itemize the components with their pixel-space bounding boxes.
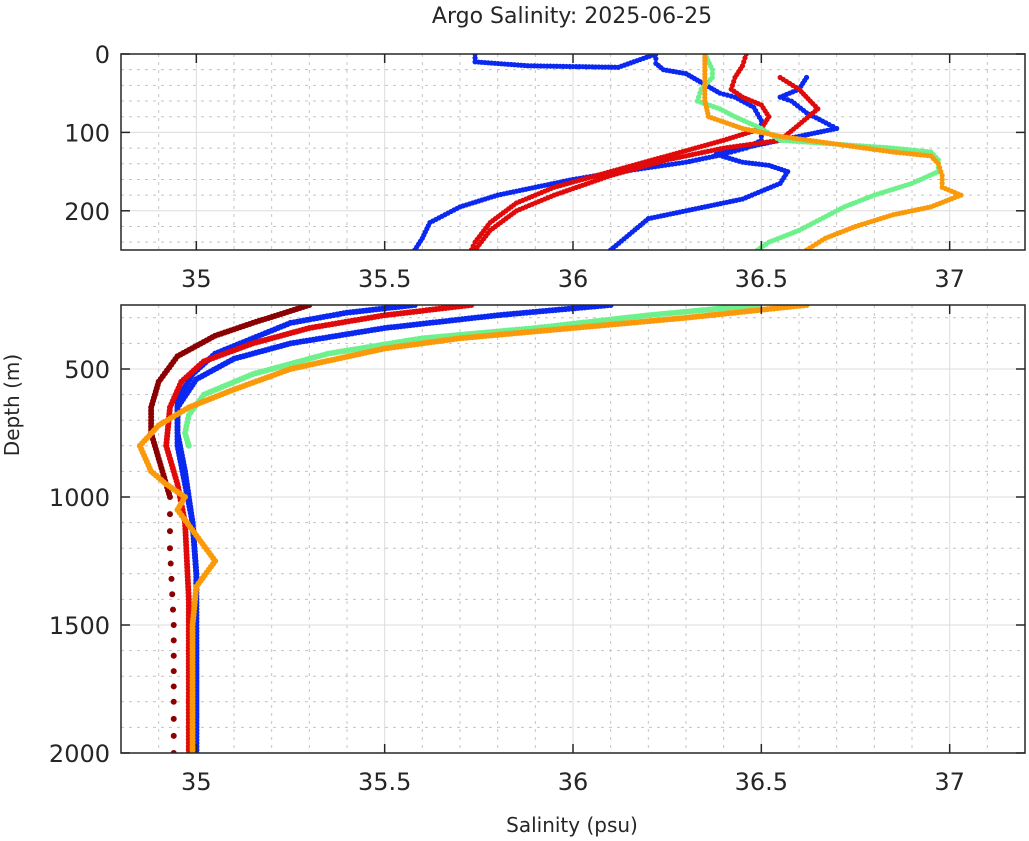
y-tick-label: 500: [64, 356, 110, 384]
data-point: [166, 511, 173, 518]
top-data-points: [412, 54, 964, 250]
data-point: [729, 82, 736, 88]
data-point: [731, 78, 737, 85]
bottom-ticks: 35 35.5 36 36.5 37 500 1000 1500 2000: [49, 305, 1025, 796]
y-tick-label: 0: [95, 41, 110, 69]
x-tick-label: 35: [181, 768, 212, 796]
series-profile-orange: [136, 305, 810, 753]
data-point: [166, 545, 173, 552]
series-profile-orange: [702, 54, 964, 250]
data-point: [170, 715, 177, 722]
data-point: [170, 698, 177, 705]
data-point: [697, 90, 703, 96]
data-point: [472, 239, 478, 245]
data-point: [166, 494, 173, 500]
data-point: [166, 528, 173, 535]
data-point: [167, 560, 174, 567]
data-layer: [136, 305, 810, 753]
data-point: [937, 165, 943, 171]
bottom-data-points: [136, 305, 810, 753]
series-profile-red-b: [472, 74, 821, 250]
x-tick-label: 37: [934, 768, 965, 796]
data-point: [742, 55, 748, 61]
bottom-grid: [120, 305, 1026, 754]
top-panel: 35 35.5 36 36.5 37 0 100 200: [64, 41, 1026, 293]
data-point: [170, 732, 177, 739]
series-profile-blue-b: [174, 305, 614, 753]
y-tick-label: 1000: [49, 484, 110, 512]
data-point: [939, 172, 945, 179]
data-point: [695, 94, 702, 100]
data-point: [939, 180, 945, 186]
data-point: [758, 133, 764, 139]
x-tick-label: 35.5: [358, 265, 411, 293]
data-point: [935, 161, 941, 167]
data-point: [168, 575, 175, 582]
x-tick-label: 35: [181, 265, 212, 293]
y-tick-label: 2000: [49, 740, 110, 768]
data-point: [653, 56, 659, 62]
data-point: [732, 74, 738, 81]
x-tick-label: 37: [934, 265, 965, 293]
data-point: [938, 169, 944, 175]
y-tick-label: 100: [64, 119, 110, 147]
data-point: [170, 668, 177, 675]
data-point: [170, 637, 177, 644]
y-axis-label: Depth (m): [0, 354, 24, 456]
y-tick-label: 1500: [49, 612, 110, 640]
data-point: [169, 606, 176, 613]
data-point: [170, 622, 177, 628]
data-point: [472, 55, 478, 61]
x-tick-label: 36: [558, 768, 589, 796]
data-point: [169, 591, 176, 598]
data-point: [470, 243, 476, 249]
data-point: [939, 176, 945, 183]
x-tick-label: 36.5: [735, 265, 788, 293]
data-point: [709, 71, 715, 77]
data-point: [709, 67, 715, 73]
data-point: [170, 652, 177, 659]
data-point: [185, 442, 192, 449]
data-point: [170, 683, 177, 690]
x-tick-label: 36: [558, 265, 589, 293]
data-point: [741, 59, 747, 65]
x-tick-label: 35.5: [358, 768, 411, 796]
chart-title: Argo Salinity: 2025-06-25: [432, 4, 712, 29]
x-tick-label: 36.5: [735, 768, 788, 796]
x-axis-label: Salinity (psu): [506, 813, 638, 837]
y-tick-label: 200: [64, 198, 110, 226]
top-ticks: 35 35.5 36 36.5 37 0 100 200: [64, 41, 1025, 293]
bottom-panel: 35 35.5 36 36.5 37 500 1000 1500 2000: [49, 304, 1026, 796]
data-layer: [412, 54, 964, 250]
